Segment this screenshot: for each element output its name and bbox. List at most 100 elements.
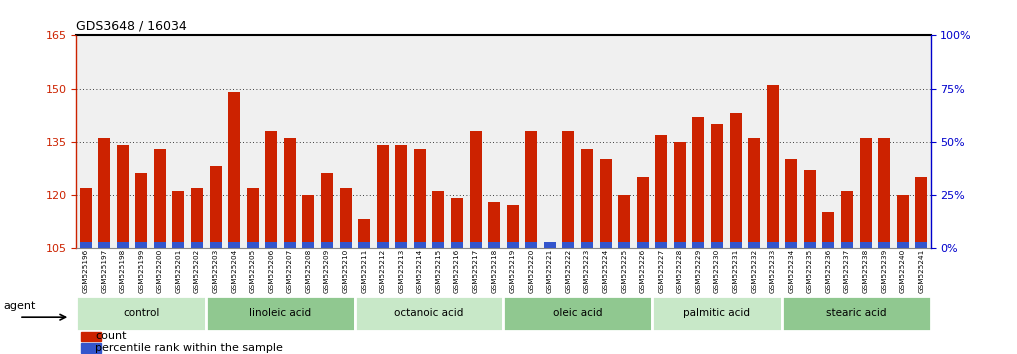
Bar [803, 170, 816, 248]
Bar [470, 242, 482, 248]
Bar [823, 242, 834, 248]
Bar [451, 198, 463, 248]
Bar [191, 242, 203, 248]
Bar [823, 212, 834, 248]
Text: GDS3648 / 16034: GDS3648 / 16034 [76, 20, 187, 33]
Bar [674, 242, 685, 248]
FancyBboxPatch shape [782, 296, 931, 331]
Bar [154, 149, 166, 248]
Bar [432, 242, 444, 248]
Bar [191, 188, 203, 248]
Bar [376, 145, 388, 248]
Text: palmitic acid: palmitic acid [683, 308, 751, 318]
Text: count: count [95, 331, 126, 341]
Bar [79, 188, 92, 248]
Text: percentile rank within the sample: percentile rank within the sample [95, 343, 283, 353]
Bar [358, 219, 370, 248]
Bar [265, 131, 278, 248]
Bar [173, 242, 184, 248]
Bar [488, 242, 500, 248]
Bar [284, 138, 296, 248]
Bar [785, 242, 797, 248]
Bar [506, 205, 519, 248]
Bar [506, 242, 519, 248]
Bar [803, 242, 816, 248]
Text: oleic acid: oleic acid [553, 308, 602, 318]
Bar [767, 85, 779, 248]
Bar [228, 242, 240, 248]
Bar [210, 242, 222, 248]
Bar [396, 145, 407, 248]
Bar [414, 242, 426, 248]
Bar [98, 242, 110, 248]
Bar [117, 242, 129, 248]
FancyBboxPatch shape [652, 296, 782, 331]
Bar [581, 242, 593, 248]
Bar [284, 242, 296, 248]
Bar [432, 191, 444, 248]
Bar [859, 138, 872, 248]
Bar [693, 242, 705, 248]
Bar [396, 242, 407, 248]
Bar [488, 202, 500, 248]
Bar [321, 242, 333, 248]
Bar [302, 242, 314, 248]
FancyBboxPatch shape [76, 296, 206, 331]
Text: stearic acid: stearic acid [826, 308, 887, 318]
Bar [915, 177, 928, 248]
Bar [544, 244, 556, 248]
Bar [117, 145, 129, 248]
Bar [79, 242, 92, 248]
Bar [247, 188, 258, 248]
Bar [729, 242, 741, 248]
Text: octanoic acid: octanoic acid [395, 308, 464, 318]
Bar [302, 195, 314, 248]
Bar [544, 242, 556, 248]
Bar [785, 159, 797, 248]
Bar [340, 242, 352, 248]
Bar [228, 92, 240, 248]
Bar [600, 159, 611, 248]
Bar [358, 242, 370, 248]
Bar [878, 138, 890, 248]
Bar [470, 131, 482, 248]
Bar [859, 242, 872, 248]
Bar [693, 117, 705, 248]
Bar [210, 166, 222, 248]
FancyBboxPatch shape [503, 296, 652, 331]
Bar [80, 332, 101, 341]
Bar [451, 242, 463, 248]
Bar [80, 343, 101, 353]
Bar [674, 142, 685, 248]
FancyBboxPatch shape [355, 296, 503, 331]
Bar [321, 173, 333, 248]
Bar [897, 242, 909, 248]
Bar [562, 131, 575, 248]
Bar [135, 173, 147, 248]
Bar [525, 242, 537, 248]
Bar [154, 242, 166, 248]
Bar [878, 242, 890, 248]
Bar [897, 195, 909, 248]
Bar [414, 149, 426, 248]
Bar [562, 242, 575, 248]
Bar [618, 242, 631, 248]
Bar [711, 242, 723, 248]
Bar [749, 138, 760, 248]
Bar [135, 242, 147, 248]
Bar [655, 135, 667, 248]
Bar [841, 191, 853, 248]
Bar [749, 242, 760, 248]
Bar [711, 124, 723, 248]
Bar [841, 242, 853, 248]
Text: agent: agent [4, 301, 37, 310]
Bar [525, 131, 537, 248]
Bar [618, 195, 631, 248]
FancyBboxPatch shape [206, 296, 355, 331]
Bar [581, 149, 593, 248]
Bar [637, 177, 649, 248]
Text: control: control [123, 308, 160, 318]
Bar [247, 242, 258, 248]
Bar [637, 242, 649, 248]
Text: linoleic acid: linoleic acid [249, 308, 311, 318]
